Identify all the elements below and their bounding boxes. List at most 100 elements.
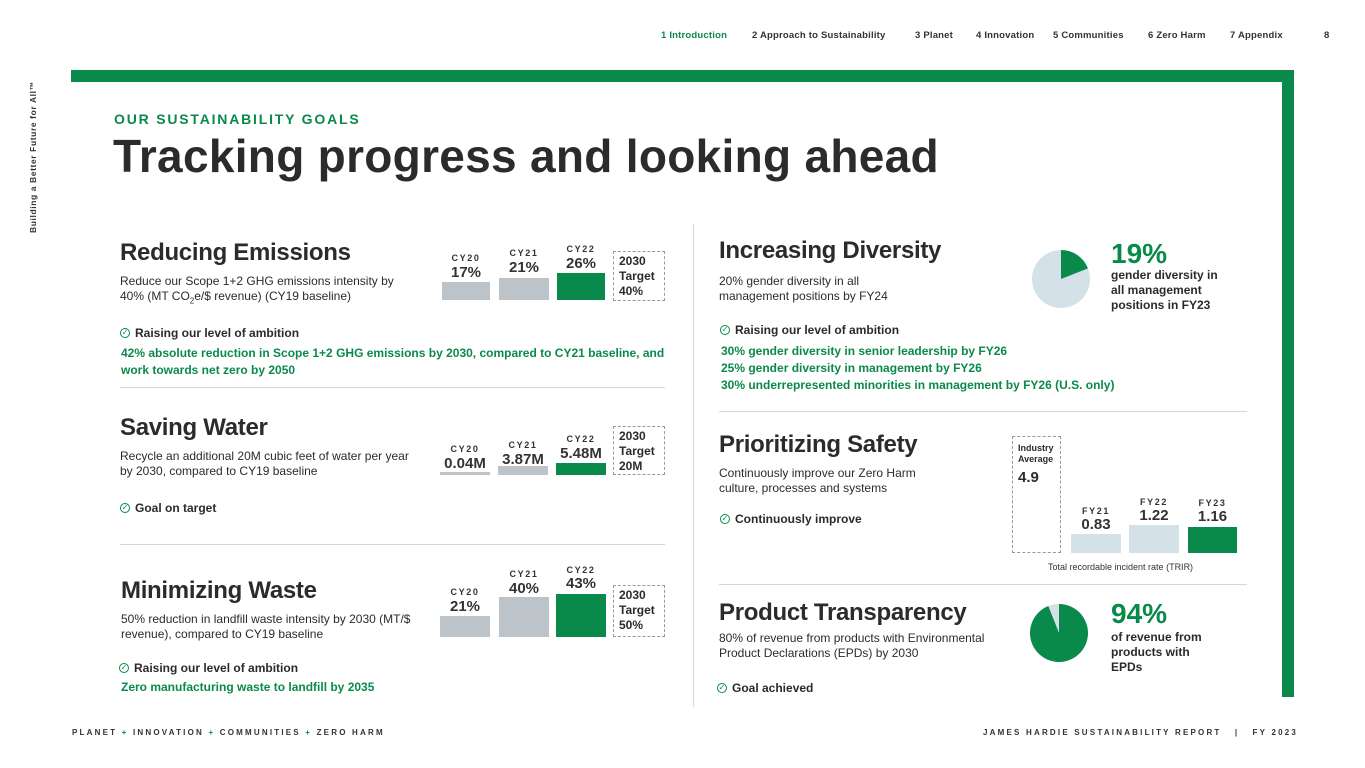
waste-year-label: CY20 [450, 587, 480, 597]
check-circle-icon: ✓ [119, 663, 129, 673]
industry-average-label: Average [1018, 454, 1054, 464]
safety-bar-fy22 [1129, 525, 1179, 553]
section-divider [719, 584, 1247, 585]
waste-ambition-text: Zero manufacturing waste to landfill by … [121, 680, 375, 694]
water-status: ✓ Goal on target [120, 501, 217, 515]
water-bar-cy20 [440, 472, 490, 475]
waste-bar-cy22 [556, 594, 606, 637]
industry-average-label: Industry [1018, 443, 1054, 453]
emissions-year-label: CY20 [451, 253, 481, 263]
emissions-description: Reduce our Scope 1+2 GHG emissions inten… [120, 274, 394, 306]
emissions-title: Reducing Emissions [120, 239, 351, 266]
water-value-label: 3.87M [502, 451, 544, 468]
waste-bar-cy21 [499, 597, 549, 637]
waste-year-label: CY21 [509, 569, 539, 579]
waste-title: Minimizing Waste [121, 577, 317, 604]
page-number: 8 [1324, 30, 1330, 41]
nav-introduction[interactable]: 1 Introduction [661, 30, 728, 41]
water-year-label: CY20 [450, 444, 480, 454]
check-circle-icon: ✓ [120, 503, 130, 513]
transparency-pie-chart [1030, 604, 1089, 662]
safety-year-label: FY22 [1140, 497, 1168, 507]
check-circle-icon: ✓ [720, 325, 730, 335]
diversity-title: Increasing Diversity [719, 237, 942, 264]
water-bar-cy21 [498, 466, 548, 475]
diversity-big-number: 19% [1111, 238, 1168, 269]
section-kicker: OUR SUSTAINABILITY GOALS [114, 111, 361, 127]
waste-value-label: 43% [565, 575, 597, 592]
emissions-target-box: 2030 Target 40% [613, 251, 665, 301]
safety-chart-caption: Total recordable incident rate (TRIR) [1048, 562, 1194, 572]
water-description: Recycle an additional 20M cubic feet of … [120, 449, 409, 478]
water-value-label: 5.48M [560, 445, 602, 462]
nav-planet[interactable]: 3 Planet [915, 30, 954, 41]
safety-value-label: 1.16 [1197, 508, 1228, 525]
diversity-big-description: gender diversity in all management posit… [1111, 268, 1218, 312]
transparency-pie-slice [1030, 604, 1089, 662]
water-year-label: CY21 [508, 440, 538, 450]
waste-target-box: 2030 Target 50% [613, 585, 665, 637]
emissions-status: ✓ Raising our level of ambition [120, 326, 300, 340]
diversity-goal-item: 25% gender diversity in management by FY… [721, 361, 982, 375]
waste-description: 50% reduction in landfill waste intensit… [121, 612, 411, 641]
nav-communities[interactable]: 5 Communities [1053, 30, 1124, 41]
transparency-big-number: 94% [1111, 598, 1168, 629]
safety-description: Continuously improve our Zero Harm cultu… [719, 466, 916, 495]
transparency-status: ✓ Goal achieved [717, 681, 814, 695]
diversity-goals: 30% gender diversity in senior leadershi… [721, 343, 1241, 394]
waste-year-label: CY22 [566, 565, 596, 575]
check-circle-icon: ✓ [120, 328, 130, 338]
safety-year-label: FY23 [1198, 498, 1227, 508]
diversity-pie-slice [1061, 250, 1088, 279]
emissions-year-label: CY22 [566, 244, 596, 254]
section-divider [120, 544, 665, 545]
transparency-title: Product Transparency [719, 599, 967, 626]
waste-value-label: 40% [508, 580, 540, 597]
water-year-label: CY22 [566, 434, 596, 444]
frame-right-bar [1282, 70, 1294, 697]
safety-bar-fy21 [1071, 534, 1121, 553]
nav-zero-harm[interactable]: 6 Zero Harm [1148, 30, 1206, 41]
water-bar-cy22 [556, 462, 606, 475]
waste-status: ✓ Raising our level of ambition [119, 661, 299, 675]
transparency-big-description: of revenue from products with EPDs [1111, 630, 1202, 674]
safety-value-label: 0.83 [1081, 516, 1111, 533]
diversity-goal-item: 30% underrepresented minorities in manag… [721, 378, 1115, 392]
check-circle-icon: ✓ [717, 683, 727, 693]
emissions-bar-cy21 [499, 277, 549, 300]
waste-bar-cy20 [440, 616, 490, 637]
diversity-description: 20% gender diversity in all management p… [719, 274, 888, 303]
safety-bar-fy23 [1188, 526, 1237, 553]
page-title: Tracking progress and looking ahead [113, 130, 939, 182]
diversity-status: ✓ Raising our level of ambition [720, 323, 900, 337]
safety-year-label: FY21 [1082, 506, 1110, 516]
emissions-value-label: 21% [508, 259, 540, 276]
waste-value-label: 21% [449, 598, 481, 615]
diversity-pie-chart [1032, 250, 1090, 308]
side-tagline: Building a Better Future for All™ [28, 81, 38, 233]
nav-approach[interactable]: 2 Approach to Sustainability [752, 30, 886, 41]
nav-innovation[interactable]: 4 Innovation [976, 30, 1035, 41]
footer-pillars: PLANET + INNOVATION + COMMUNITIES + ZERO… [72, 728, 385, 737]
nav-appendix[interactable]: 7 Appendix [1230, 30, 1283, 41]
emissions-bar-cy20 [442, 282, 490, 300]
emissions-ambition-text: 42% absolute reduction in Scope 1+2 GHG … [121, 346, 665, 377]
section-divider [120, 387, 665, 388]
industry-average-value: 4.9 [1018, 469, 1039, 486]
footer-report-title: JAMES HARDIE SUSTAINABILITY REPORT | FY … [983, 728, 1299, 737]
column-divider [693, 224, 694, 707]
diversity-goal-item: 30% gender diversity in senior leadershi… [721, 344, 1008, 358]
emissions-year-label: CY21 [509, 248, 539, 258]
safety-title: Prioritizing Safety [719, 431, 918, 458]
water-target-box: 2030 Target 20M [613, 426, 665, 475]
water-title: Saving Water [120, 414, 268, 441]
safety-status: ✓ Continuously improve [720, 512, 862, 526]
transparency-description: 80% of revenue from products with Enviro… [719, 631, 985, 660]
emissions-bar-cy22 [557, 272, 605, 300]
industry-average-box: Industry Average 4.9 [1012, 436, 1061, 553]
emissions-value-label: 17% [450, 264, 482, 281]
check-circle-icon: ✓ [720, 514, 730, 524]
emissions-value-label: 26% [565, 255, 597, 272]
safety-value-label: 1.22 [1139, 507, 1169, 524]
water-value-label: 0.04M [444, 455, 486, 472]
